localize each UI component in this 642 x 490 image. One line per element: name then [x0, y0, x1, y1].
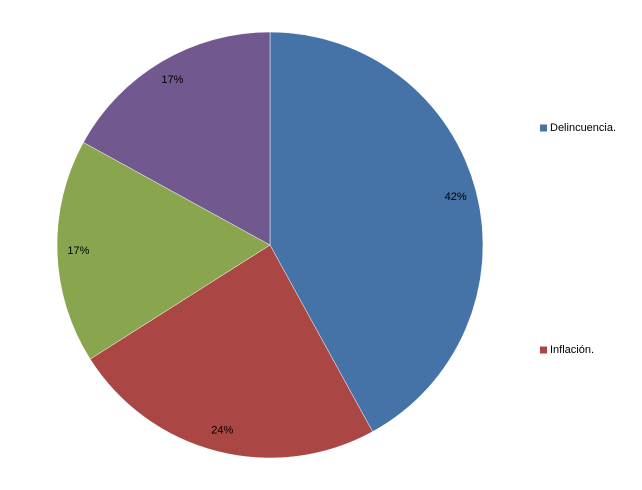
legend-swatch [540, 124, 547, 132]
pie-slice [89, 244, 373, 459]
legend-label: Delincuencia. [550, 122, 616, 134]
data-label: 42% [445, 191, 467, 203]
pie-slice [269, 31, 484, 432]
data-label: 17% [161, 74, 183, 86]
legend-label: Inflación. [550, 344, 594, 356]
pie-slice [83, 31, 271, 246]
pie-slice [56, 142, 271, 360]
legend-swatch [540, 346, 547, 354]
data-label: 17% [67, 245, 89, 257]
data-label: 24% [211, 425, 233, 437]
